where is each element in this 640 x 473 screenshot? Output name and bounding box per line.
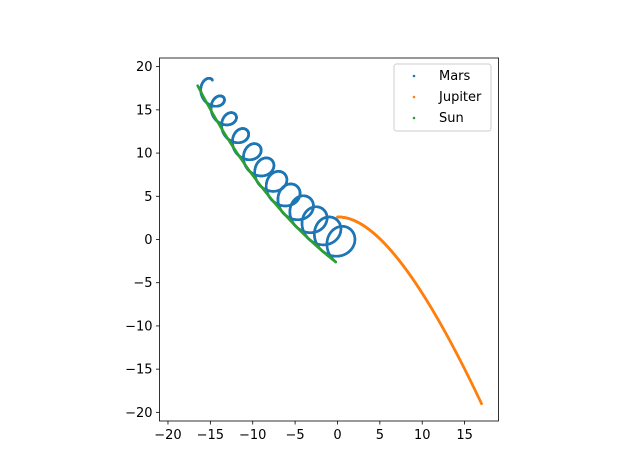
legend: Mars Jupiter Sun	[393, 63, 492, 132]
legend-entry-sun: Sun	[412, 111, 464, 126]
y-tick-label: 20	[136, 60, 153, 75]
y-tick-label: −5	[133, 276, 152, 291]
legend-label-mars: Mars	[439, 69, 471, 84]
x-tick-label: −15	[197, 428, 224, 443]
x-axis: −20 −15 −10 −5 0 5 10 15	[154, 421, 473, 443]
series-jupiter	[336, 215, 483, 406]
y-tick-label: 0	[144, 233, 152, 248]
x-tick-label: −5	[286, 428, 305, 443]
point-mars	[211, 78, 214, 82]
series-sun	[196, 84, 338, 264]
x-tick-label: 15	[456, 428, 473, 443]
data-layer	[196, 76, 483, 406]
x-tick-label: 0	[333, 428, 341, 443]
x-tick-label: 5	[376, 428, 384, 443]
point-sun	[196, 84, 199, 87]
legend-entry-mars: Mars	[412, 69, 471, 84]
legend-marker-jupiter	[412, 95, 416, 99]
y-tick-label: −10	[125, 319, 152, 334]
y-tick-label: −15	[125, 363, 152, 378]
y-tick-label: 5	[144, 190, 152, 205]
legend-label-jupiter: Jupiter	[438, 90, 482, 105]
legend-box	[393, 63, 492, 132]
y-tick-label: −20	[125, 406, 152, 421]
y-axis: −20 −15 −10 −5 0 5 10 15 20	[125, 60, 160, 421]
x-tick-label: −20	[154, 428, 181, 443]
x-tick-label: 10	[414, 428, 431, 443]
legend-label-sun: Sun	[439, 111, 464, 126]
y-tick-label: 15	[136, 103, 153, 118]
x-tick-label: −10	[239, 428, 266, 443]
legend-entry-jupiter: Jupiter	[412, 90, 482, 105]
legend-marker-mars	[412, 74, 416, 78]
legend-marker-sun	[412, 116, 416, 120]
y-tick-label: 10	[136, 147, 153, 162]
point-jupiter	[480, 402, 483, 406]
